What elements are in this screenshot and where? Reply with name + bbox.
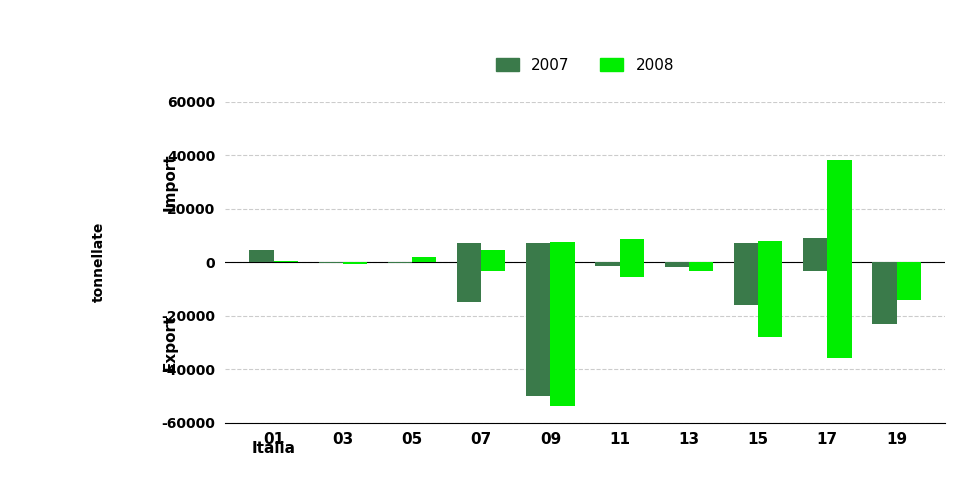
Bar (664, 262, 689, 268)
Bar (758, 262, 782, 337)
Bar (550, 242, 575, 262)
Bar (619, 262, 644, 277)
Bar (804, 238, 828, 262)
Bar (828, 262, 852, 358)
Bar (343, 262, 367, 264)
Bar (758, 240, 782, 262)
Bar (457, 262, 481, 302)
Bar (550, 262, 575, 406)
Bar (457, 244, 481, 262)
Text: Italia: Italia (252, 442, 296, 456)
Bar (733, 262, 758, 305)
Bar (319, 262, 343, 264)
Text: Import: Import (162, 153, 178, 210)
Bar (274, 261, 298, 262)
Legend: 2007, 2008: 2007, 2008 (490, 52, 680, 79)
Bar (595, 262, 619, 266)
Bar (689, 262, 713, 272)
Text: Export: Export (162, 314, 178, 370)
Bar (412, 258, 436, 262)
Y-axis label: tonnellate: tonnellate (92, 222, 106, 302)
Bar (897, 262, 921, 300)
Bar (873, 262, 897, 324)
Bar (828, 160, 852, 262)
Bar (481, 262, 505, 272)
Bar (481, 250, 505, 262)
Bar (804, 262, 828, 272)
Bar (733, 244, 758, 262)
Bar (526, 262, 550, 396)
Bar (526, 244, 550, 262)
Bar (250, 250, 274, 262)
Bar (619, 240, 644, 262)
